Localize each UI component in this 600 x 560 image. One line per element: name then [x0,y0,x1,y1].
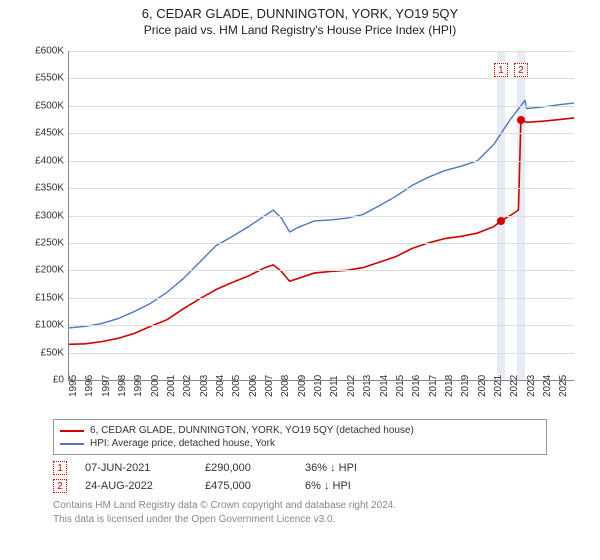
x-tick-label: 2008 [280,375,291,397]
series-hpi [69,100,574,328]
y-tick-label: £250K [20,237,64,248]
sale-flag: 2 [53,479,67,493]
sale-price: £475,000 [205,480,305,492]
y-tick-label: £400K [20,155,64,166]
legend: 6, CEDAR GLADE, DUNNINGTON, YORK, YO19 5… [53,419,547,455]
x-tick-label: 1997 [101,375,112,397]
sale-diff: 6% ↓ HPI [305,480,351,492]
x-tick-label: 2005 [231,375,242,397]
gridline-h [69,78,574,79]
y-tick-label: £600K [20,46,64,57]
x-axis-labels: 1995199619971998199920002001200220032004… [68,381,574,415]
gridline-h [69,133,574,134]
x-tick-label: 2002 [182,375,193,397]
sale-date: 24-AUG-2022 [85,480,205,492]
y-tick-label: £150K [20,292,64,303]
x-tick-label: 2014 [379,375,390,397]
legend-row-price_paid: 6, CEDAR GLADE, DUNNINGTON, YORK, YO19 5… [60,424,540,437]
x-tick-label: 1999 [133,375,144,397]
x-tick-label: 2019 [460,375,471,397]
gridline-h [69,243,574,244]
footer-line2: This data is licensed under the Open Gov… [53,513,547,527]
y-tick-label: £550K [20,73,64,84]
gridline-h [69,270,574,271]
x-tick-label: 2015 [395,375,406,397]
x-tick-label: 2022 [509,375,520,397]
chart: 12 1995199619971998199920002001200220032… [20,45,580,415]
x-tick-label: 2010 [313,375,324,397]
x-tick-label: 1998 [117,375,128,397]
x-tick-label: 2013 [362,375,373,397]
y-tick-label: £350K [20,183,64,194]
marker-dot-1 [497,217,505,225]
sale-flag: 1 [53,461,67,475]
gridline-h [69,325,574,326]
x-tick-label: 1995 [68,375,79,397]
x-tick-label: 2006 [248,375,259,397]
sale-row-1: 1 07-JUN-2021£290,00036% ↓ HPI [53,459,547,477]
y-tick-label: £50K [20,347,64,358]
gridline-h [69,106,574,107]
legend-row-hpi: HPI: Average price, detached house, York [60,437,540,450]
x-tick-label: 2003 [199,375,210,397]
gridline-h [69,298,574,299]
chart-title: 6, CEDAR GLADE, DUNNINGTON, YORK, YO19 5… [0,6,600,21]
marker-flag-2: 2 [514,63,528,77]
sale-price: £290,000 [205,462,305,474]
marker-flag-1: 1 [494,63,508,77]
x-tick-label: 1996 [84,375,95,397]
sales-table: 1 07-JUN-2021£290,00036% ↓ HPI 2 24-AUG-202… [53,459,547,495]
x-tick-label: 2001 [166,375,177,397]
x-tick-label: 2011 [329,375,340,397]
x-tick-label: 2023 [526,375,537,397]
legend-label: 6, CEDAR GLADE, DUNNINGTON, YORK, YO19 5… [90,425,414,436]
legend-label: HPI: Average price, detached house, York [90,438,275,449]
x-tick-label: 2000 [150,375,161,397]
chart-subtitle: Price paid vs. HM Land Registry's House … [0,21,600,37]
series-price_paid [69,118,574,344]
y-tick-label: £100K [20,320,64,331]
gridline-h [69,161,574,162]
y-tick-label: £300K [20,210,64,221]
x-tick-label: 2004 [215,375,226,397]
footer-line1: Contains HM Land Registry data © Crown c… [53,499,547,513]
x-tick-label: 2018 [444,375,455,397]
legend-swatch [60,430,84,432]
sale-date: 07-JUN-2021 [85,462,205,474]
x-tick-label: 2007 [264,375,275,397]
gridline-h [69,353,574,354]
legend-swatch [60,443,84,445]
y-tick-label: £500K [20,100,64,111]
gridline-h [69,51,574,52]
marker-dot-2 [517,116,525,124]
plot-area: 12 [68,51,574,381]
x-tick-label: 2021 [493,375,504,397]
sale-row-2: 2 24-AUG-2022£475,0006% ↓ HPI [53,477,547,495]
y-tick-label: £200K [20,265,64,276]
y-tick-label: £450K [20,128,64,139]
chart-titles: 6, CEDAR GLADE, DUNNINGTON, YORK, YO19 5… [0,0,600,37]
x-tick-label: 2020 [477,375,488,397]
x-tick-label: 2016 [411,375,422,397]
footer: Contains HM Land Registry data © Crown c… [53,499,547,526]
x-tick-label: 2025 [558,375,569,397]
gridline-h [69,188,574,189]
y-tick-label: £0 [20,375,64,386]
x-tick-label: 2024 [542,375,553,397]
x-tick-label: 2017 [428,375,439,397]
x-tick-label: 2012 [346,375,357,397]
x-tick-label: 2009 [297,375,308,397]
sale-diff: 36% ↓ HPI [305,462,357,474]
